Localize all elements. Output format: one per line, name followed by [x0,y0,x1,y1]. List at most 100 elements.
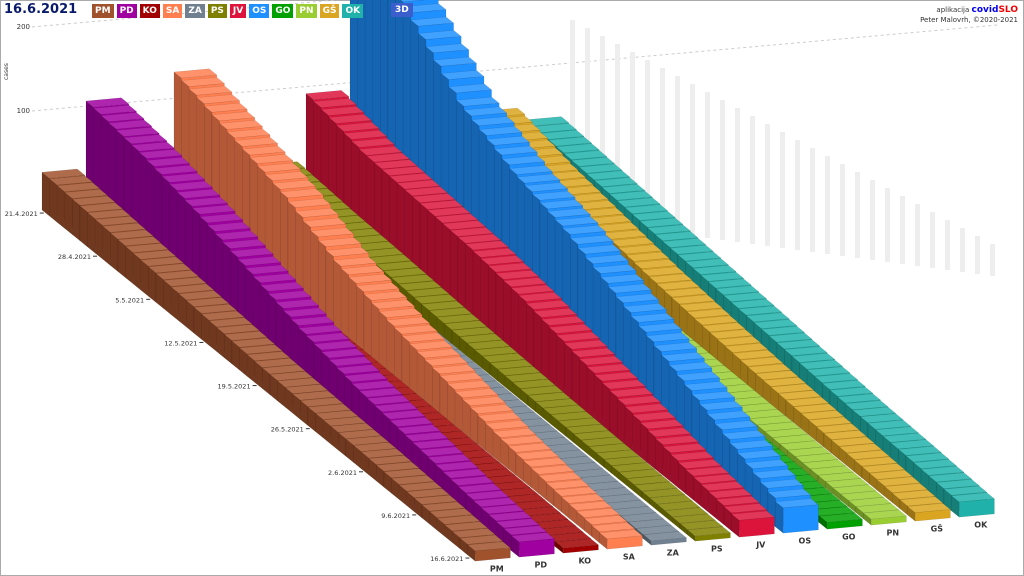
credit-app: aplikacija [936,6,970,14]
bar-side-JV [548,326,558,390]
bar-side-JV [602,382,611,433]
legend-GO[interactable]: GO [272,4,294,18]
current-date: 16.6.2021 [4,2,78,17]
region-label: JV [755,541,766,550]
legend-PM[interactable]: PM [92,4,114,18]
region-label: SA [623,553,636,562]
legend-SA[interactable]: SA [162,4,183,18]
shadow-bar [945,220,950,270]
shadow-bar [975,236,980,274]
bar-side-JV [571,350,580,409]
bar-side-PM [56,185,66,230]
shadow-bar [765,124,770,246]
shadow-bar [585,28,590,222]
bar-side-JV [541,318,550,384]
region-label: PN [887,529,900,538]
bar-PD [518,538,555,558]
bar-top-OS [400,0,428,3]
bar-side-PM [79,205,88,248]
bar-side-SA [409,343,418,396]
bar-side-SA [348,276,357,347]
shadow-bar [750,116,755,244]
shadow-bar [855,172,860,258]
shadow-bar [840,164,845,256]
bar-side-SA [325,249,334,328]
bar-side-JV [503,280,512,353]
y-axis-label: cases [3,63,10,80]
region-label: ZA [667,549,680,558]
bar-side-JV [579,358,588,415]
bar-side-JV [624,406,634,452]
legend-KO[interactable]: KO [139,4,160,18]
bar-OK [958,498,995,518]
legend-ZA[interactable]: ZA [185,4,205,18]
bar-side-PM [49,178,58,223]
bar-side-PM [87,212,96,254]
region-legend: PM PD KO SA ZA PS JV OS GO PN GŠ OK [92,4,364,18]
bar-GO [826,518,863,530]
bar-side-JV [564,342,573,403]
bar-side-JV [609,390,618,440]
bar-OS [782,504,819,534]
bar-side-PM [102,225,111,266]
bar-side-JV [510,287,520,360]
bar-side-JV [617,398,626,446]
bar-side-PM [125,246,134,285]
bar-side-SA [401,335,410,390]
bar-side-PM [117,239,126,279]
legend-GŠ[interactable]: GŠ [319,4,340,18]
shadow-bar [870,180,875,260]
legend-PN[interactable]: PN [296,4,317,18]
bar-side-SA [340,268,350,341]
date-tick-label: 12.5.2021 [164,339,197,347]
brand-covid: covid [971,5,999,15]
bar-side-JV [594,374,603,427]
3d-toggle-button[interactable]: 3D [391,3,413,17]
bar-side-SA [447,383,456,427]
region-label: PD [535,561,548,570]
bar-side-JV [556,334,565,396]
bar-side-SA [363,293,372,359]
shadow-bar [990,244,995,276]
legend-JV[interactable]: JV [229,4,247,18]
shadow-bar [615,44,620,226]
date-tick-label: 26.5.2021 [271,426,304,434]
date-tick-label: 5.5.2021 [115,296,144,304]
shadow-bar [795,140,800,250]
brand-slo: SLO [998,5,1018,15]
shadow-bar [900,196,905,264]
shadow-bar [885,188,890,262]
shadow-bar [645,60,650,230]
bar-side-SA [439,375,448,421]
legend-PS[interactable]: PS [207,4,227,18]
shadow-bar [705,92,710,238]
legend-OS[interactable]: OS [249,4,270,18]
bar-side-PM [64,191,73,236]
date-tick-label: 2.6.2021 [328,469,357,477]
bar-side-SA [454,391,464,433]
shadow-bar [630,52,635,228]
bar-ZA [650,537,687,546]
region-label: OS [799,537,812,546]
bar-side-SA [462,399,471,439]
legend-OK[interactable]: OK [342,4,364,18]
shadow-bar [810,148,815,252]
shadow-bar [960,228,965,272]
bar-side-JV [640,422,649,464]
y-tick-label: 200 [17,23,30,31]
bar-GŠ [914,509,951,522]
bar-PN [870,515,907,526]
credit: aplikacija covidSLO Peter Malovrh, ©2020… [920,5,1018,25]
legend-PD[interactable]: PD [116,4,137,18]
bar-side-PM [94,218,104,260]
bar-side-SA [378,310,388,372]
bar-JV [738,516,775,538]
bar-side-SA [356,285,365,353]
y-tick-label: 100 [17,107,30,115]
shadow-bar [735,108,740,242]
bar-side-JV [526,302,535,372]
bar-KO [562,544,599,554]
shadow-bar [600,36,605,224]
shadow-bar [570,20,575,220]
